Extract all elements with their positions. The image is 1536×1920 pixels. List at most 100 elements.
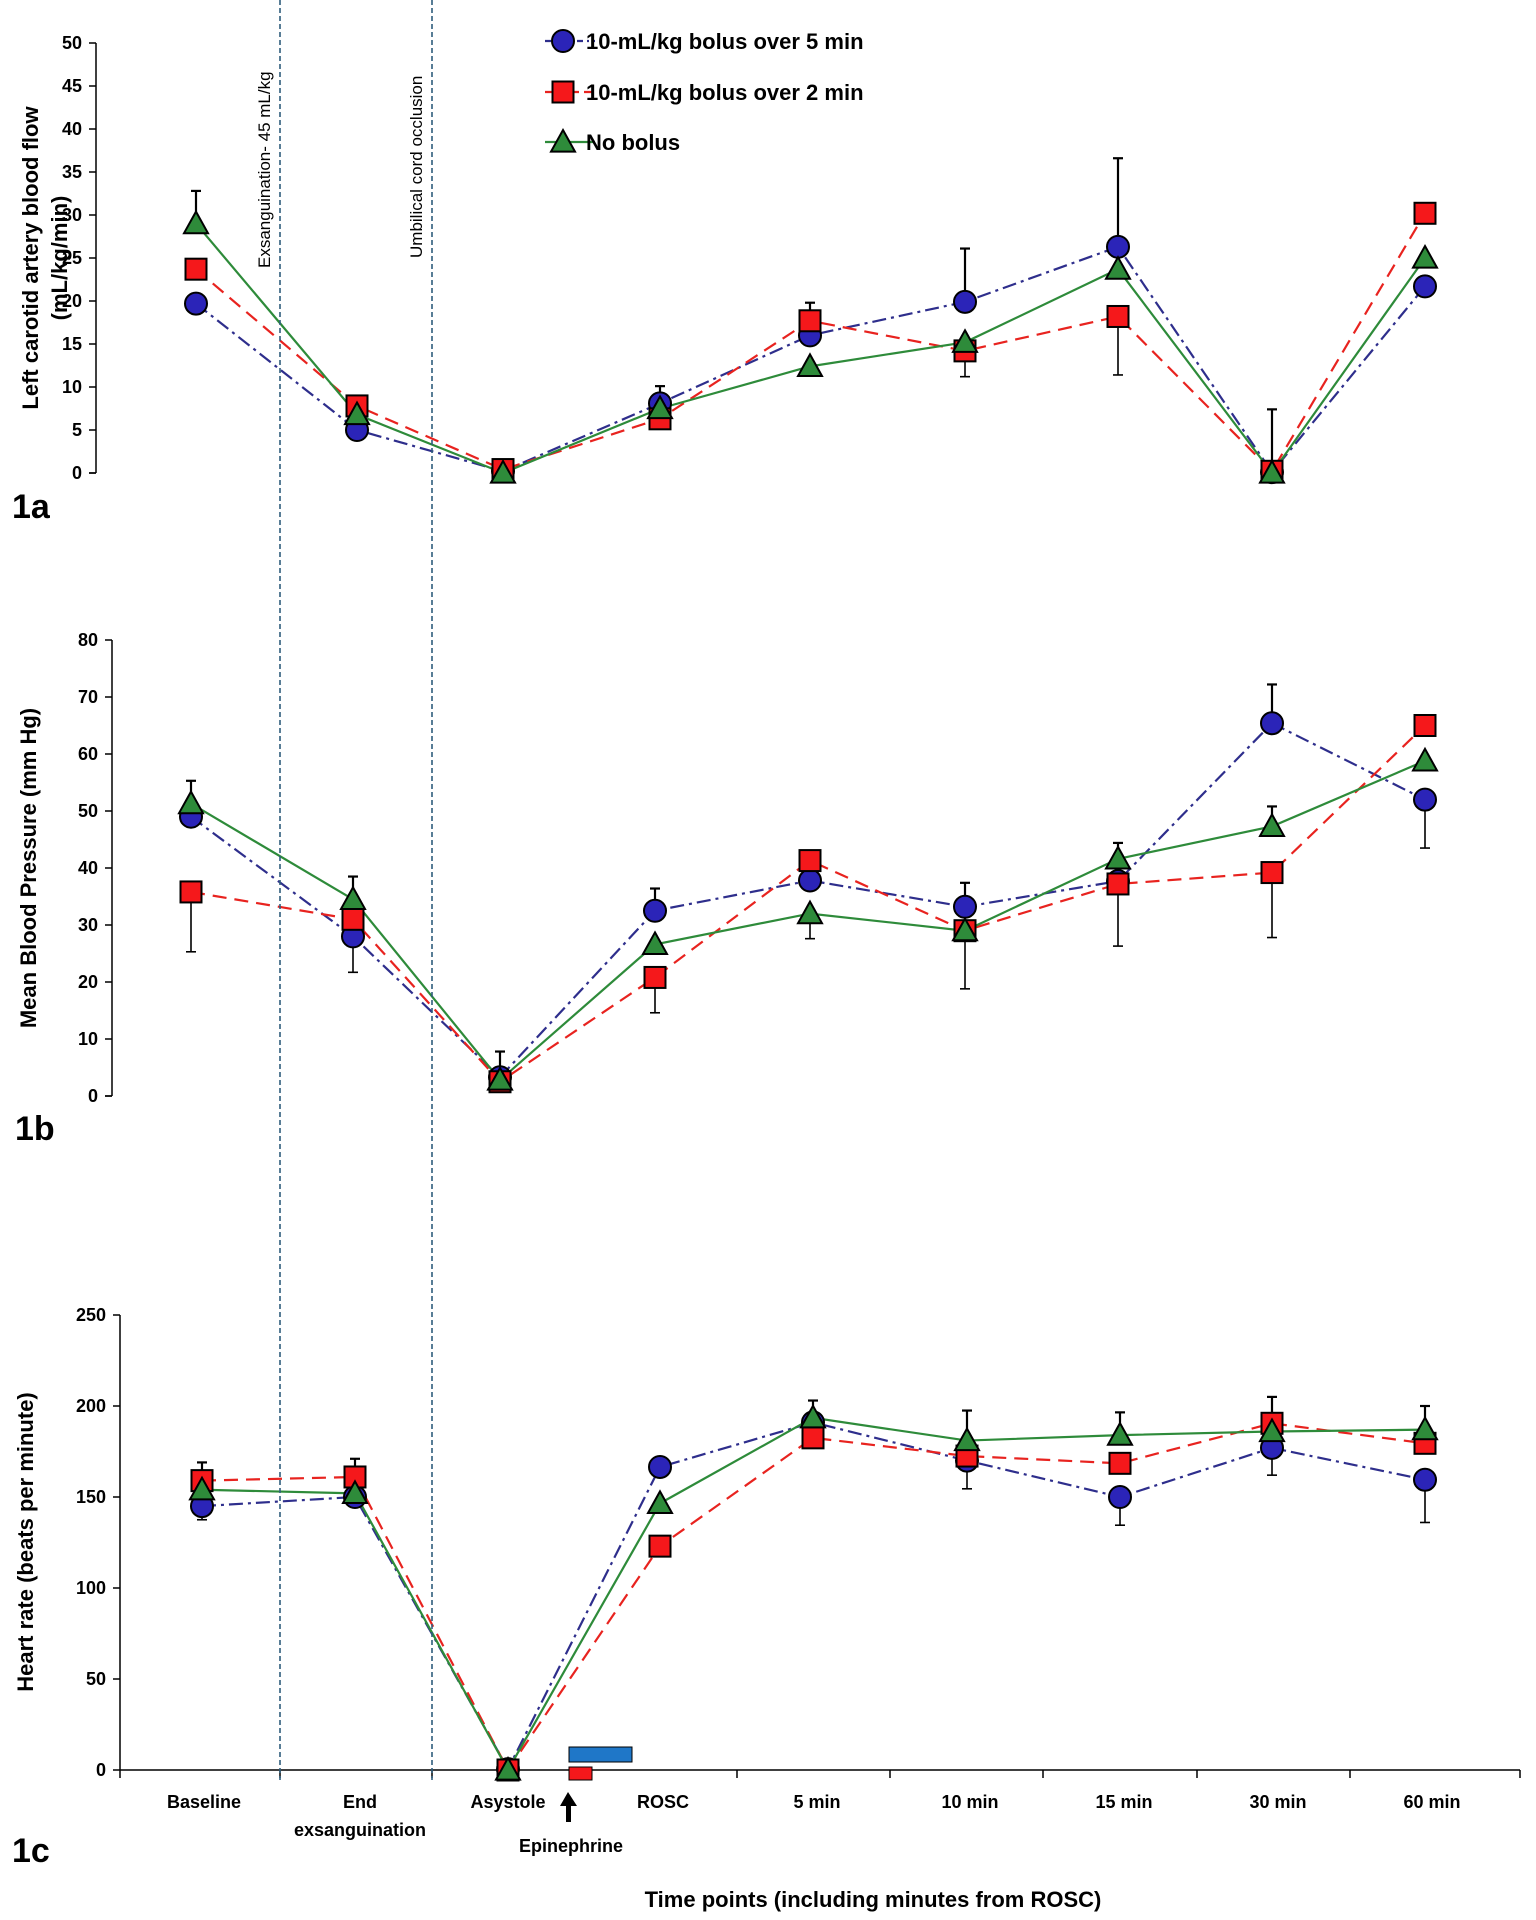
data-point <box>489 458 517 484</box>
x-tick-label: exsanguination <box>294 1820 426 1840</box>
y-tick-label: 30 <box>62 205 82 225</box>
data-point <box>953 894 977 919</box>
data-point <box>1108 1451 1132 1475</box>
y-tick-label: 0 <box>96 1760 106 1780</box>
data-point <box>646 1489 674 1514</box>
data-point <box>494 1755 522 1781</box>
data-point <box>646 394 674 420</box>
data-point <box>643 965 667 989</box>
panel-label: 1a <box>12 488 51 526</box>
y-tick-label: 20 <box>78 972 98 992</box>
x-tick-label: 60 min <box>1403 1792 1460 1812</box>
legend-label: 10-mL/kg bolus over 5 min <box>586 29 864 54</box>
data-point <box>184 257 208 281</box>
legend-label: 10-mL/kg bolus over 2 min <box>586 80 864 105</box>
series-line <box>201 1421 1426 1772</box>
y-tick-label: 40 <box>78 858 98 878</box>
chart-annotations: Epinephrine Time points (including minut… <box>519 1746 1102 1912</box>
panel-label: 1c <box>12 1832 50 1870</box>
legend-label: No bolus <box>586 130 680 155</box>
data-point <box>188 1475 216 1501</box>
data-point <box>1104 844 1132 870</box>
data-point <box>648 1534 672 1558</box>
bolus-bar-2min <box>568 1766 593 1781</box>
data-point <box>1108 1485 1132 1509</box>
bolus-bar-5min <box>568 1746 633 1763</box>
y-tick-label: 0 <box>88 1086 98 1106</box>
x-tick-label: 10 min <box>941 1792 998 1812</box>
phase-divider-lines: Exsanguination- 45 mL/kg Umbilical cord … <box>255 0 433 1780</box>
y-tick-label: 45 <box>62 76 82 96</box>
error-bars <box>186 683 1430 1078</box>
x-tick-label: End <box>343 1792 377 1812</box>
data-point <box>1411 1415 1439 1441</box>
data-point <box>1413 201 1437 225</box>
y-tick-label: 15 <box>62 334 82 354</box>
y-tick-label: 0 <box>72 463 82 483</box>
panel-1b: 0 10 20 30 40 50 60 70 80 Mean Blood Pressure (mm… <box>15 630 1439 1148</box>
y-tick-label: 150 <box>76 1487 106 1507</box>
legend-marker <box>551 29 575 53</box>
x-tick-label: Baseline <box>167 1792 241 1812</box>
data-point <box>1411 746 1439 772</box>
data-point <box>951 328 979 353</box>
y-tick-label: 50 <box>86 1669 106 1689</box>
data-point <box>1106 234 1130 259</box>
epinephrine-label: Epinephrine <box>519 1836 623 1856</box>
data-point <box>184 291 208 316</box>
data-point <box>1104 255 1132 280</box>
data-point <box>1106 304 1130 328</box>
series-line <box>201 1422 1426 1773</box>
exsanguination-label: Exsanguination- 45 mL/kg <box>255 71 274 268</box>
data-point <box>1260 861 1284 885</box>
data-point <box>1258 812 1286 837</box>
data-point <box>1413 274 1437 299</box>
data-point <box>1260 711 1284 736</box>
y-axis-label: Heart rate (beats per minute) <box>13 1392 38 1692</box>
panel-1c: 0 50 100 150 200 250 Heart rate (beats per min… <box>12 1305 1521 1870</box>
data-point <box>1106 1421 1134 1446</box>
data-point <box>1413 1467 1437 1492</box>
chart-legend: 10-mL/kg bolus over 5 min 10-mL/kg bolus … <box>545 29 864 155</box>
data-point <box>179 880 203 904</box>
y-tick-label: 30 <box>78 915 98 935</box>
y-tick-label: 10 <box>62 377 82 397</box>
y-tick-label: 60 <box>78 744 98 764</box>
epinephrine-arrow-icon <box>560 1792 577 1822</box>
y-axis-label: Mean Blood Pressure (mm Hg) <box>16 708 41 1028</box>
data-point <box>648 1454 672 1479</box>
cord-occlusion-label: Umbilical cord occlusion <box>407 76 426 258</box>
y-tick-label: 50 <box>78 801 98 821</box>
data-point <box>1258 458 1286 484</box>
y-tick-label: 250 <box>76 1305 106 1325</box>
legend-marker <box>549 127 577 153</box>
data-point <box>799 1403 827 1429</box>
series-line <box>195 245 1426 474</box>
y-axis-label: Left carotid artery blood flow <box>18 106 43 410</box>
legend-marker <box>551 80 575 104</box>
data-point <box>643 898 667 923</box>
data-point <box>341 1479 369 1504</box>
data-point <box>798 309 822 333</box>
y-tick-label: 200 <box>76 1396 106 1416</box>
y-tick-label: 80 <box>78 630 98 650</box>
y-tick-label: 100 <box>76 1578 106 1598</box>
y-tick-label: 70 <box>78 687 98 707</box>
data-point <box>796 352 824 377</box>
y-tick-label: 40 <box>62 119 82 139</box>
series-line <box>190 724 1426 1084</box>
data-point <box>343 400 371 426</box>
data-point <box>182 209 210 235</box>
x-tick-label: Asystole <box>470 1792 545 1812</box>
data-point <box>339 885 367 910</box>
data-point <box>798 868 822 893</box>
data-point <box>341 907 365 931</box>
x-tick-label: 30 min <box>1249 1792 1306 1812</box>
data-point <box>798 849 822 873</box>
data-point <box>951 916 979 942</box>
data-point <box>796 899 824 925</box>
x-axis-title: Time points (including minutes from ROSC… <box>645 1887 1102 1912</box>
data-point <box>953 289 977 314</box>
panel-1a: 0 5 10 15 20 25 30 35 40 45 50 Left carotid artery … <box>12 33 1439 526</box>
